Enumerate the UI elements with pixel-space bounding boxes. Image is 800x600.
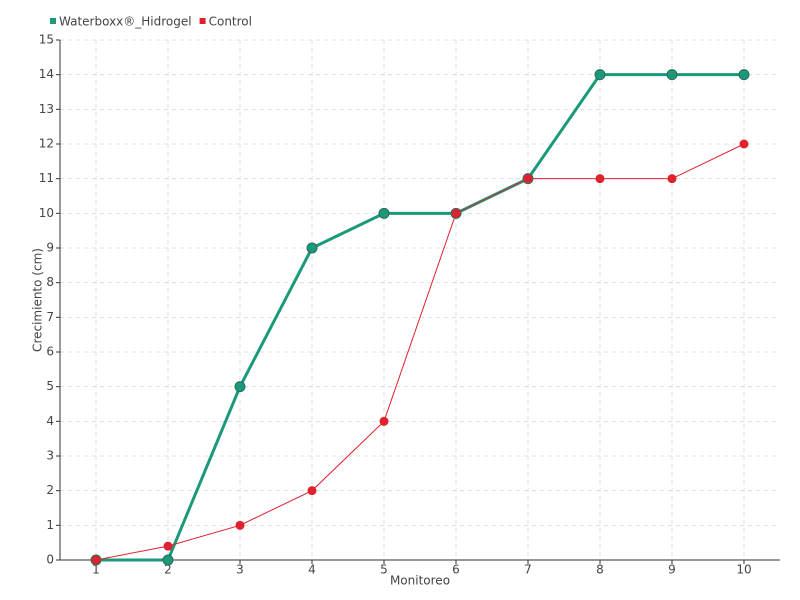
y-tick-label: 10	[39, 206, 54, 220]
y-tick-label: 15	[39, 33, 54, 47]
y-tick-label: 11	[39, 171, 54, 185]
x-tick-label: 6	[452, 563, 460, 577]
x-tick-label: 8	[596, 563, 604, 577]
y-tick-label: 6	[46, 345, 54, 359]
data-point	[379, 416, 389, 426]
x-tick-label: 4	[308, 563, 316, 577]
y-tick-label: 4	[46, 414, 54, 428]
y-tick-label: 0	[46, 553, 54, 567]
data-point	[666, 69, 678, 81]
data-point	[738, 69, 750, 81]
data-point	[91, 555, 101, 565]
data-point	[739, 139, 749, 149]
data-point	[451, 208, 461, 218]
data-point	[235, 520, 245, 530]
data-point	[594, 69, 606, 81]
series-line	[96, 73, 744, 562]
y-tick-label: 8	[46, 275, 54, 289]
y-tick-label: 7	[46, 310, 54, 324]
y-tick-label: 12	[39, 137, 54, 151]
x-axis-label: Monitoreo	[390, 574, 450, 588]
x-tick-label: 9	[668, 563, 676, 577]
y-tick-label: 1	[46, 518, 54, 532]
legend-swatch	[50, 18, 56, 24]
y-tick-label: 2	[46, 483, 54, 497]
data-point	[667, 174, 677, 184]
legend-label: Control	[209, 15, 252, 29]
y-tick-label: 3	[46, 449, 54, 463]
y-tick-label: 14	[39, 67, 54, 81]
y-axis-label: Crecimiento (cm)	[31, 248, 45, 352]
x-tick-label: 5	[380, 563, 388, 577]
series-line	[95, 143, 745, 561]
x-tick-label: 10	[736, 563, 751, 577]
legend-swatch	[199, 18, 206, 24]
y-tick-label: 5	[46, 379, 54, 393]
y-tick-label: 13	[39, 102, 54, 116]
data-point	[306, 242, 318, 254]
data-point	[163, 541, 173, 551]
x-tick-label: 2	[164, 563, 172, 577]
x-tick-label: 3	[236, 563, 244, 577]
x-tick-label: 1	[92, 563, 100, 577]
data-point	[162, 554, 174, 566]
y-tick-label: 9	[46, 241, 54, 255]
legend-label: Waterboxx®_Hidrogel	[59, 15, 192, 29]
data-point	[523, 174, 533, 184]
data-point	[307, 486, 317, 496]
data-point	[378, 207, 390, 219]
data-point	[234, 381, 246, 393]
x-tick-label: 7	[524, 563, 532, 577]
data-point	[595, 174, 605, 184]
